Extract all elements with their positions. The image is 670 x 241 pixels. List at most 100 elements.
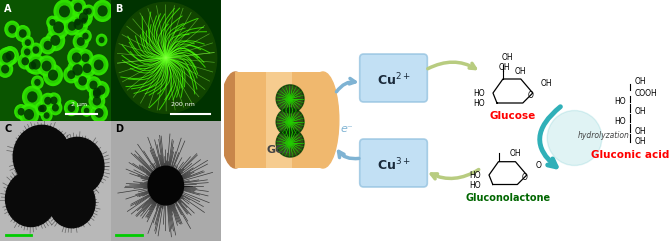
Circle shape <box>50 19 56 26</box>
Text: e⁻: e⁻ <box>340 124 353 134</box>
Circle shape <box>24 48 30 55</box>
Text: HO: HO <box>474 88 485 98</box>
Circle shape <box>46 29 65 51</box>
Circle shape <box>32 46 40 54</box>
Circle shape <box>82 33 88 40</box>
Text: HO: HO <box>474 99 485 107</box>
Circle shape <box>46 92 61 109</box>
Circle shape <box>17 53 33 70</box>
Circle shape <box>6 23 18 36</box>
Circle shape <box>95 3 111 19</box>
Circle shape <box>71 17 86 33</box>
Text: 2 μm: 2 μm <box>71 102 87 107</box>
Circle shape <box>26 54 46 75</box>
Circle shape <box>42 61 52 71</box>
Text: O: O <box>522 173 528 181</box>
Circle shape <box>0 62 11 76</box>
Text: OH: OH <box>499 63 511 73</box>
Circle shape <box>92 96 101 106</box>
Circle shape <box>90 103 108 123</box>
Circle shape <box>56 2 73 20</box>
Circle shape <box>48 70 58 81</box>
Circle shape <box>53 21 64 33</box>
Circle shape <box>54 0 76 23</box>
Circle shape <box>48 17 57 27</box>
Circle shape <box>79 51 92 64</box>
Circle shape <box>41 109 53 122</box>
Circle shape <box>31 44 41 56</box>
Circle shape <box>29 56 43 72</box>
Circle shape <box>88 92 105 110</box>
Circle shape <box>71 15 84 29</box>
Circle shape <box>29 43 43 57</box>
FancyBboxPatch shape <box>360 139 427 187</box>
Circle shape <box>19 103 39 126</box>
Text: hydrolyzation: hydrolyzation <box>578 131 629 140</box>
Circle shape <box>46 67 60 83</box>
Circle shape <box>92 106 106 120</box>
Circle shape <box>78 76 87 86</box>
Circle shape <box>115 2 216 113</box>
Text: B: B <box>115 4 123 13</box>
Circle shape <box>70 0 86 17</box>
Circle shape <box>42 111 51 120</box>
Circle shape <box>80 31 90 41</box>
Text: OH: OH <box>502 54 514 62</box>
Circle shape <box>70 50 84 65</box>
Circle shape <box>94 60 104 70</box>
Circle shape <box>40 93 55 109</box>
Text: OH: OH <box>515 67 527 75</box>
Circle shape <box>0 60 13 78</box>
Circle shape <box>22 47 32 57</box>
Circle shape <box>81 105 92 117</box>
Circle shape <box>77 49 94 67</box>
Circle shape <box>85 76 102 94</box>
Text: OH: OH <box>634 78 646 87</box>
Circle shape <box>15 25 31 42</box>
Text: O: O <box>528 91 534 100</box>
Circle shape <box>40 105 47 112</box>
Circle shape <box>84 6 93 16</box>
FancyBboxPatch shape <box>360 54 427 102</box>
Circle shape <box>64 17 80 35</box>
Text: HO: HO <box>470 170 481 180</box>
Circle shape <box>90 94 103 108</box>
Circle shape <box>36 103 46 114</box>
Circle shape <box>89 80 98 89</box>
Circle shape <box>69 14 88 35</box>
Circle shape <box>67 47 86 68</box>
Text: HO: HO <box>614 98 626 107</box>
Text: D: D <box>115 124 123 134</box>
Circle shape <box>19 55 31 67</box>
Circle shape <box>80 5 92 18</box>
Text: OH: OH <box>541 79 552 87</box>
Circle shape <box>68 104 75 112</box>
Circle shape <box>74 3 82 12</box>
Circle shape <box>94 108 104 118</box>
Circle shape <box>93 89 101 98</box>
Text: OH: OH <box>510 148 522 158</box>
Circle shape <box>21 106 37 123</box>
Circle shape <box>51 137 104 195</box>
Circle shape <box>1 65 9 74</box>
Circle shape <box>48 15 70 39</box>
Circle shape <box>72 33 89 50</box>
Text: C: C <box>5 124 11 134</box>
Circle shape <box>67 58 88 81</box>
Ellipse shape <box>307 72 339 168</box>
Text: 200 nm: 200 nm <box>172 102 195 107</box>
Circle shape <box>83 8 88 15</box>
Circle shape <box>66 102 77 114</box>
Circle shape <box>78 14 90 27</box>
Circle shape <box>80 16 88 25</box>
Circle shape <box>48 32 63 48</box>
Circle shape <box>76 37 85 46</box>
Text: Gluconic acid: Gluconic acid <box>591 150 669 160</box>
Circle shape <box>98 37 105 43</box>
Circle shape <box>5 171 56 227</box>
Circle shape <box>87 78 100 92</box>
Circle shape <box>74 71 91 90</box>
Circle shape <box>97 35 106 45</box>
Circle shape <box>81 53 90 62</box>
Circle shape <box>89 83 105 101</box>
